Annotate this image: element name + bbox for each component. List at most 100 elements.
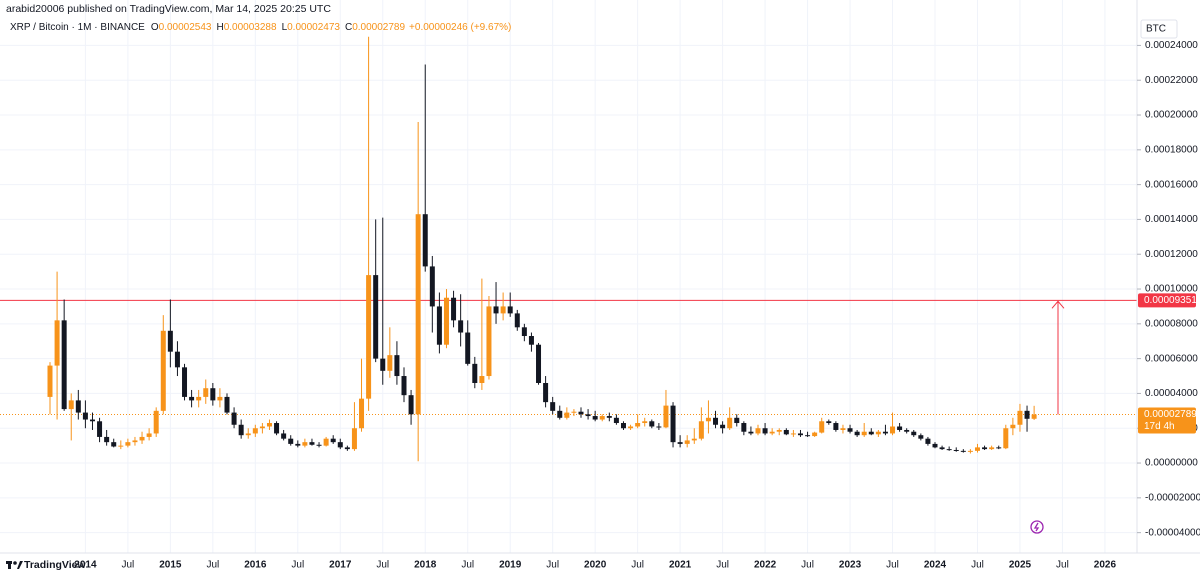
candle-body bbox=[628, 426, 634, 429]
x-tick-label: 2019 bbox=[499, 560, 522, 571]
candle-body bbox=[606, 416, 612, 418]
candle-body bbox=[203, 388, 209, 397]
candle-body bbox=[47, 365, 53, 397]
candle-body bbox=[847, 428, 853, 432]
candle-body bbox=[727, 417, 733, 429]
y-tick-label: 0.00008000 bbox=[1145, 318, 1198, 329]
candle-body bbox=[960, 450, 966, 452]
candle-body bbox=[160, 330, 166, 411]
candle-body bbox=[698, 421, 704, 439]
candle-body bbox=[925, 438, 931, 444]
candle-body bbox=[797, 433, 803, 436]
currency: BTC bbox=[1146, 24, 1166, 35]
candle-body bbox=[429, 266, 435, 307]
candle-body bbox=[174, 351, 180, 368]
candle-body bbox=[741, 423, 747, 432]
legend-value: 0.00003288 bbox=[224, 22, 277, 33]
x-tick-label: 2018 bbox=[414, 560, 437, 571]
candle-body bbox=[578, 411, 584, 415]
candle-body bbox=[705, 417, 711, 422]
candle-body bbox=[890, 426, 896, 434]
candle-body bbox=[153, 410, 159, 434]
candle-body bbox=[344, 447, 350, 450]
candle-body bbox=[486, 306, 492, 377]
x-tick-label: Jul bbox=[206, 560, 219, 571]
x-tick-label: Jul bbox=[121, 560, 134, 571]
candle-body bbox=[146, 433, 152, 437]
candle-body bbox=[182, 367, 188, 397]
candle-body bbox=[783, 429, 789, 435]
candle-body bbox=[996, 447, 1002, 449]
candle-body bbox=[82, 412, 88, 420]
y-tick-label: -0.00002000 bbox=[1145, 492, 1200, 503]
candle-body bbox=[974, 447, 980, 451]
candle-body bbox=[89, 419, 95, 422]
candle-body bbox=[167, 330, 173, 352]
candle-body bbox=[139, 436, 145, 441]
candle-body bbox=[500, 306, 506, 314]
candle-body bbox=[875, 431, 881, 435]
candle-body bbox=[1017, 410, 1023, 425]
candle-body bbox=[550, 402, 556, 411]
x-tick-label: Jul bbox=[291, 560, 304, 571]
y-tick-label: 0.00018000 bbox=[1145, 144, 1198, 155]
candle-body bbox=[111, 442, 117, 447]
x-tick-label: Jul bbox=[461, 560, 474, 571]
x-tick-label: Jul bbox=[1056, 560, 1069, 571]
candle-body bbox=[564, 412, 570, 418]
candle-body bbox=[670, 405, 676, 443]
candle-body bbox=[1010, 424, 1016, 429]
candle-body bbox=[132, 440, 138, 443]
candle-body bbox=[656, 426, 662, 428]
candle-body bbox=[281, 433, 287, 439]
x-tick-label: Jul bbox=[801, 560, 814, 571]
y-tick-label: 0.00014000 bbox=[1145, 214, 1198, 225]
x-tick-label: 2014 bbox=[74, 560, 97, 571]
countdown-label: 17d 4h bbox=[1144, 421, 1175, 432]
candle-body bbox=[882, 431, 888, 434]
x-tick-label: 2017 bbox=[329, 560, 352, 571]
y-tick-label: 0.00006000 bbox=[1145, 353, 1198, 364]
candle-body bbox=[387, 355, 393, 371]
candle-body bbox=[514, 313, 520, 328]
candle-body bbox=[946, 449, 952, 451]
symbol: XRP / Bitcoin · 1M · BINANCE bbox=[10, 22, 145, 33]
candle-body bbox=[472, 363, 478, 383]
candle-body bbox=[592, 416, 598, 420]
candle-body bbox=[288, 438, 294, 444]
candle-body bbox=[840, 428, 846, 430]
candle-body bbox=[911, 431, 917, 436]
candle-body bbox=[982, 447, 988, 450]
candle-body bbox=[295, 443, 301, 446]
last-price-box bbox=[1138, 407, 1196, 434]
candle-body bbox=[465, 332, 471, 364]
candle-body bbox=[684, 440, 690, 444]
candle-body bbox=[1031, 414, 1037, 419]
candle-body bbox=[897, 426, 903, 430]
candle-body bbox=[196, 396, 202, 401]
y-tick-label: 0.00024000 bbox=[1145, 40, 1198, 51]
candle-body bbox=[125, 442, 131, 446]
candle-body bbox=[408, 395, 414, 415]
candle-body bbox=[585, 414, 591, 417]
candle-body bbox=[833, 423, 839, 430]
ohlc-legend: XRP / Bitcoin · 1M · BINANCE O0.00002543 H… bbox=[10, 22, 511, 33]
candle-body bbox=[762, 428, 768, 434]
y-tick-label: -0.00004000 bbox=[1145, 527, 1200, 538]
candle-body bbox=[620, 423, 626, 429]
candle-body bbox=[274, 423, 280, 434]
candle-body bbox=[415, 214, 421, 415]
candle-body bbox=[337, 442, 343, 448]
x-tick-label: Jul bbox=[971, 560, 984, 571]
brand-name: TradingView bbox=[24, 559, 86, 571]
x-tick-label: 2025 bbox=[1009, 560, 1032, 571]
legend-value: 0.00002473 bbox=[287, 22, 340, 33]
candle-body bbox=[642, 421, 648, 424]
target-arrowhead bbox=[1051, 300, 1065, 309]
candle-body bbox=[635, 423, 641, 427]
legend-key: H bbox=[216, 22, 223, 33]
candle-body bbox=[939, 447, 945, 450]
candle-body bbox=[401, 376, 407, 396]
